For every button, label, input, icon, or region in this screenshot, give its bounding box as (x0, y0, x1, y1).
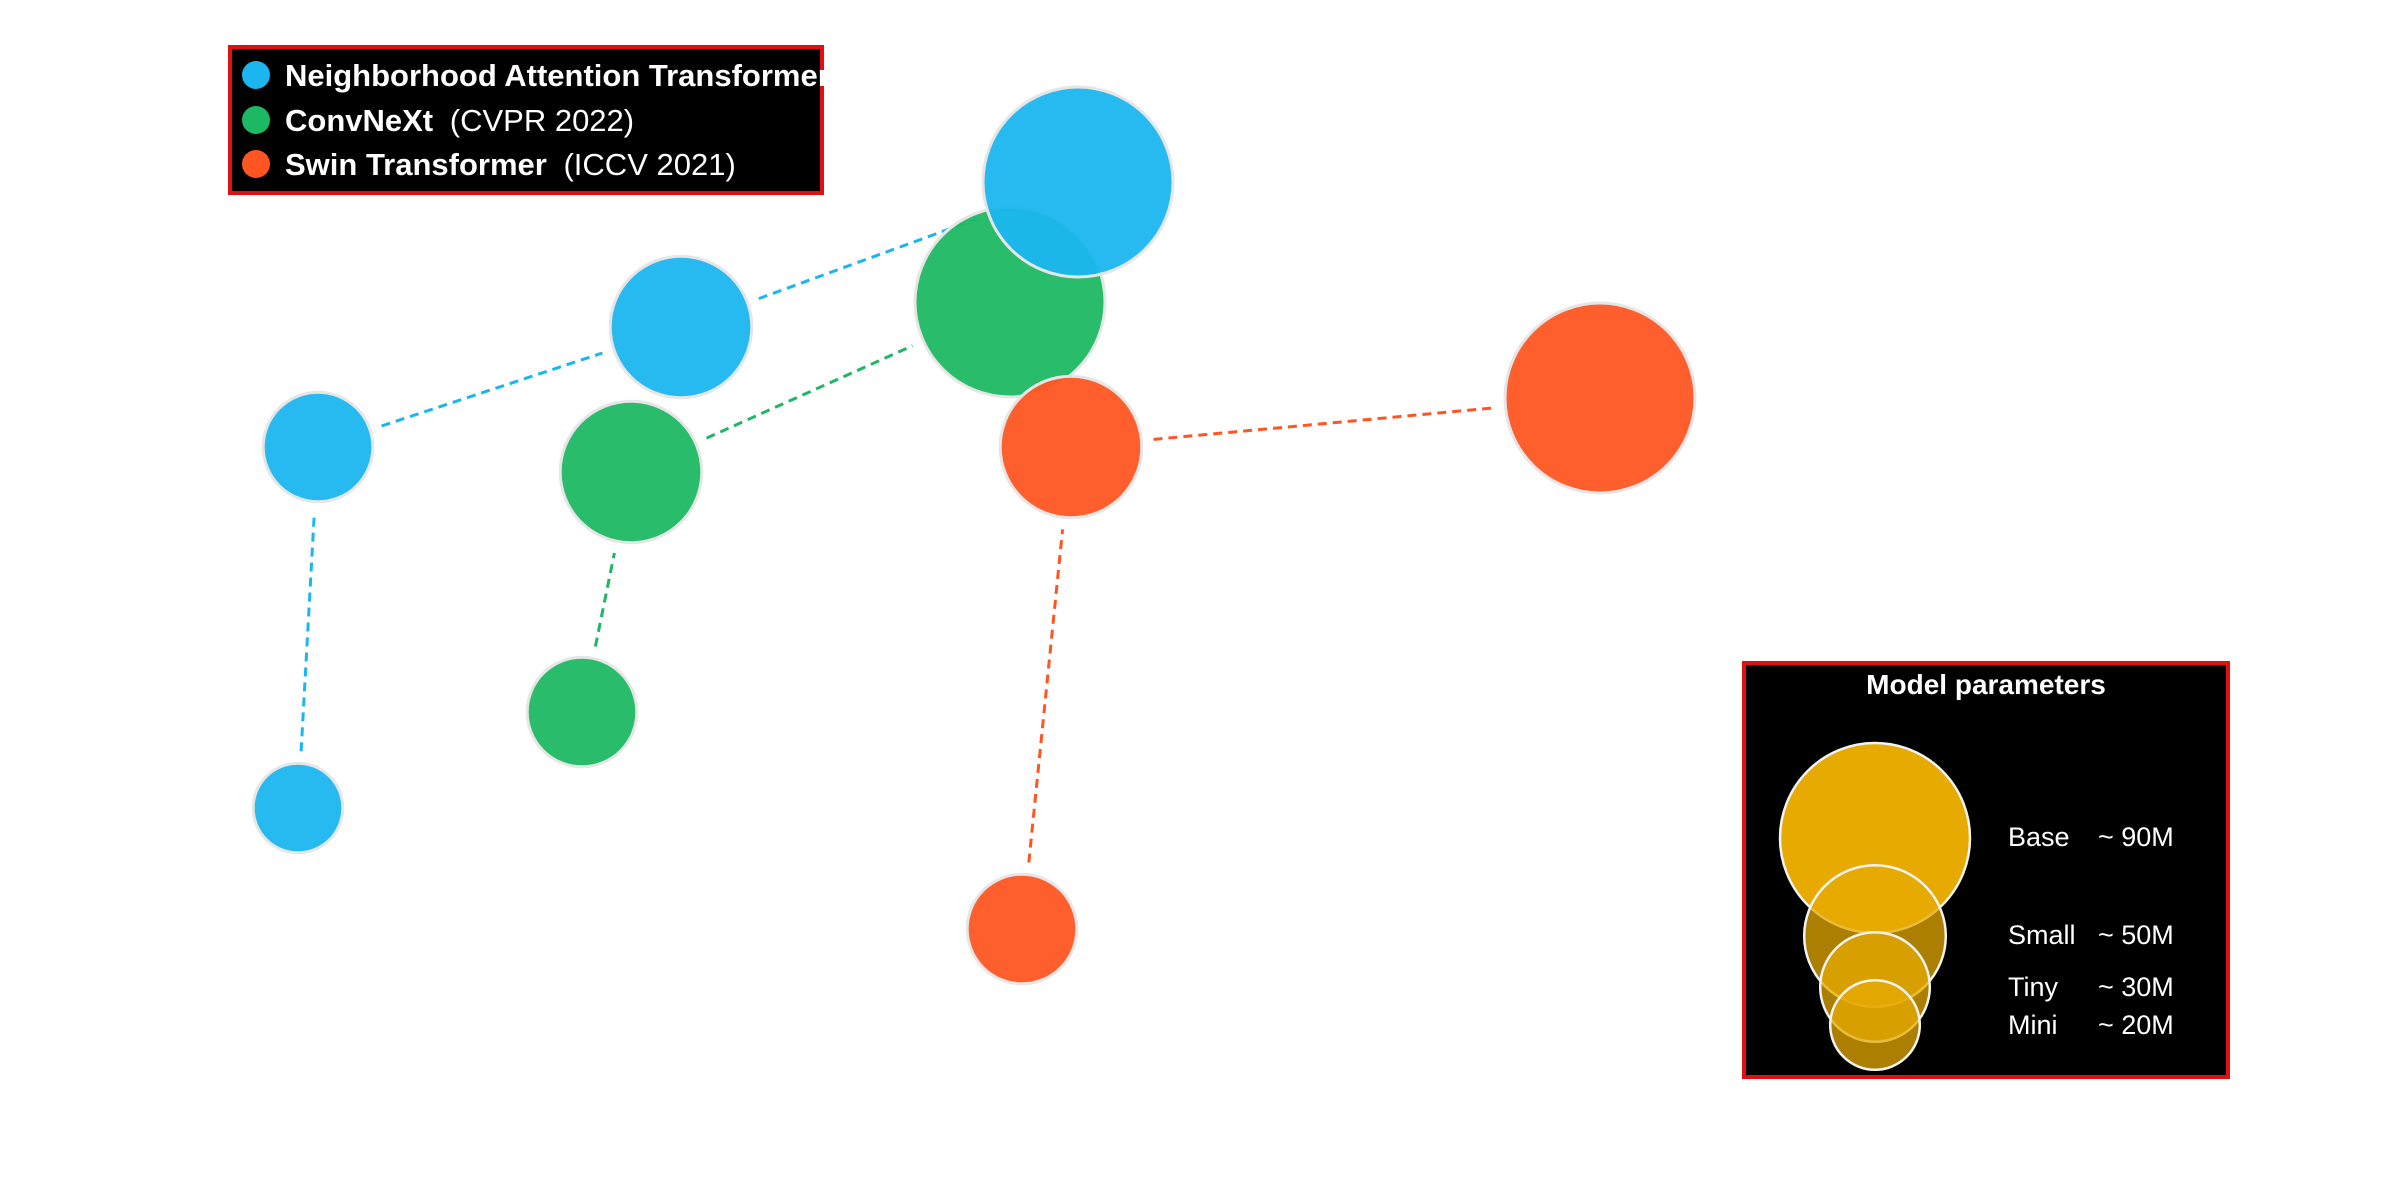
connector-nat-1 (381, 351, 603, 428)
legend-venue-convnext: (CVPR 2022) (450, 103, 634, 138)
bubble-nat-base (981, 85, 1175, 279)
size-legend-value-tiny: ~ 30M (2098, 972, 2174, 1002)
size-legend-value-small: ~ 50M (2098, 920, 2174, 950)
series-bubbles (251, 85, 1697, 986)
size-legend-bubble-mini (1828, 978, 1922, 1072)
legend-label-convnext: ConvNeXt (285, 103, 433, 138)
svg-text:ConvNeXt (CVPR 2022): ConvNeXt (CVPR 2022) (285, 103, 634, 138)
size-legend-bubbles (1778, 741, 1972, 1072)
series-legend-box (228, 45, 824, 195)
bubble-nat-tiny (261, 390, 375, 504)
connector-swin-1 (1153, 406, 1494, 441)
svg-text:Neighborhood Attention Transfo: Neighborhood Attention Transformer (285, 58, 830, 93)
connector-nat-0 (299, 513, 316, 752)
legend-venue-swin: (ICCV 2021) (563, 147, 735, 182)
series-connectors (299, 217, 1494, 863)
legend-marker-nat (242, 61, 270, 89)
size-legend-label-base: Base (2008, 822, 2070, 852)
connector-convnext-0 (593, 552, 616, 647)
bubble-swin-small (998, 374, 1144, 520)
legend-label-swin: Swin Transformer (285, 147, 547, 182)
size-legend-label-tiny: Tiny (2008, 972, 2059, 1002)
size-legend: Model parameters Base ~ 90M Small ~ 50M … (1742, 661, 2230, 1079)
svg-text:Swin Transformer (ICCV 2: Swin Transformer (ICCV 2021) (285, 147, 736, 182)
connector-nat-2 (758, 217, 979, 301)
size-legend-value-base: ~ 90M (2098, 822, 2174, 852)
legend-label-nat: Neighborhood Attention Transformer (285, 58, 830, 93)
bubble-swin-tiny (965, 872, 1079, 986)
bubble-nat-small (608, 254, 754, 400)
size-legend-label-mini: Mini (2008, 1010, 2058, 1040)
size-legend-title: Model parameters (1866, 669, 2106, 700)
connector-swin-0 (1027, 529, 1065, 863)
size-legend-value-mini: ~ 20M (2098, 1010, 2174, 1040)
bubble-swin-base (1503, 301, 1697, 495)
legend-marker-swin (242, 150, 270, 178)
bubble-convnext-small (558, 399, 704, 545)
bubble-convnext-tiny (525, 655, 639, 769)
legend-marker-convnext (242, 106, 270, 134)
connector-convnext-1 (705, 344, 914, 440)
series-legend: Neighborhood Attention Transformer ConvN… (228, 45, 830, 195)
bubble-nat-mini (251, 761, 345, 855)
size-legend-label-small: Small (2008, 920, 2076, 950)
